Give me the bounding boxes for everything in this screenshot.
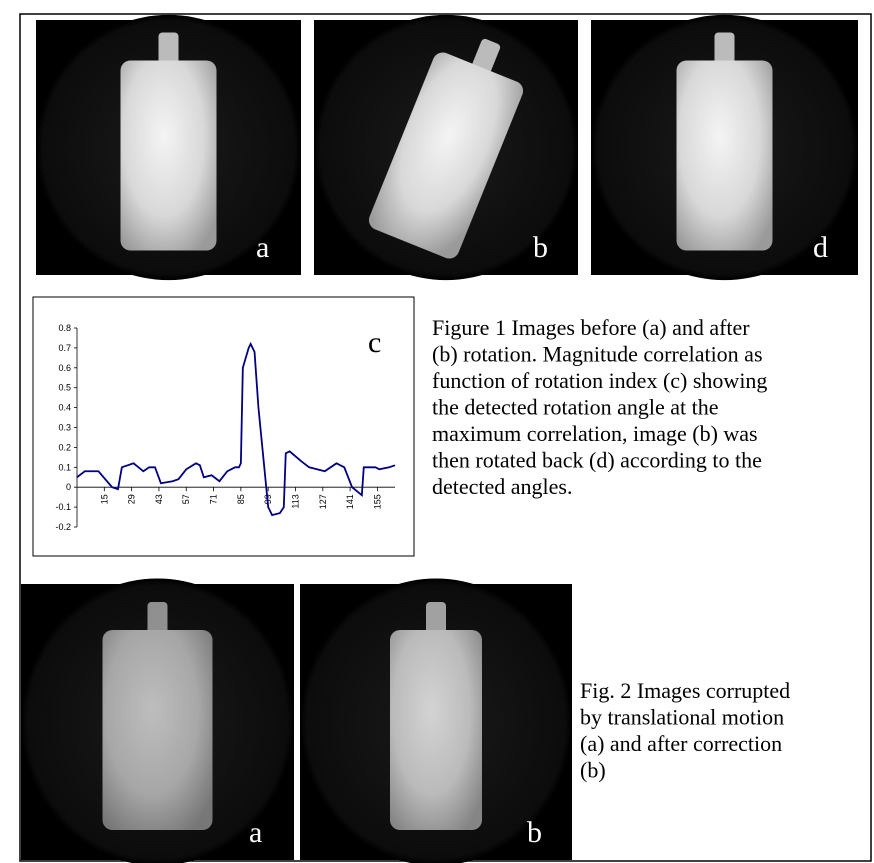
panel-label: a bbox=[256, 231, 269, 264]
x-tick-label: 113 bbox=[291, 494, 301, 508]
mri-image: b bbox=[314, 15, 578, 280]
bottle-neck bbox=[148, 602, 168, 634]
y-tick-label: 0.6 bbox=[58, 363, 71, 373]
bottle-body bbox=[121, 61, 217, 251]
mri-image: a bbox=[21, 578, 294, 863]
bottle bbox=[103, 602, 213, 830]
x-tick-label: 141 bbox=[345, 494, 355, 509]
bottle-body bbox=[103, 630, 213, 830]
page: a b d a b -0.2 -0.1 0 0.1 0.2 0.3 0.4 0.5 0.6 0.7 0.8 1… bbox=[0, 0, 874, 863]
caption-line: then rotated back (d) according to the bbox=[432, 448, 762, 473]
x-tick-label: 57 bbox=[181, 494, 191, 504]
y-tick-label: 0.1 bbox=[58, 462, 71, 472]
panel-label: d bbox=[813, 231, 828, 264]
bottle-neck bbox=[159, 33, 179, 65]
panel-label: a bbox=[249, 816, 262, 849]
y-tick-label: 0 bbox=[66, 482, 71, 492]
caption-line: (b) rotation. Magnitude correlation as bbox=[432, 342, 763, 367]
caption-line: detected angles. bbox=[432, 474, 573, 499]
mri-image: b bbox=[300, 578, 572, 863]
x-tick-label: 29 bbox=[127, 494, 137, 504]
caption-line: by translational motion bbox=[580, 705, 784, 730]
bottle bbox=[121, 33, 217, 251]
panel-label: b bbox=[527, 816, 542, 849]
x-tick-label: 71 bbox=[209, 494, 219, 504]
y-tick-label: -0.1 bbox=[55, 502, 71, 512]
x-tick-label: 15 bbox=[99, 494, 109, 504]
caption-line: function of rotation index (c) showing bbox=[432, 368, 767, 393]
bottle-body bbox=[677, 61, 773, 251]
chart-frame bbox=[33, 297, 414, 556]
mri-image: a bbox=[36, 15, 301, 280]
x-tick-label: 85 bbox=[236, 494, 246, 504]
y-tick-label: 0.5 bbox=[58, 383, 71, 393]
mri-image: d bbox=[591, 15, 858, 280]
caption-line: Figure 1 Images before (a) and after bbox=[432, 315, 750, 340]
x-tick-label: 127 bbox=[318, 494, 328, 509]
bottle-body bbox=[390, 630, 482, 830]
y-tick-label: 0.7 bbox=[58, 343, 71, 353]
bottle-neck bbox=[715, 33, 735, 65]
x-tick-label: 43 bbox=[154, 494, 164, 504]
y-tick-label: -0.2 bbox=[55, 522, 71, 532]
y-tick-label: 0.2 bbox=[58, 442, 71, 452]
caption-line: (b) bbox=[580, 758, 606, 783]
caption-line: maximum correlation, image (b) was bbox=[432, 421, 758, 446]
bottle bbox=[390, 602, 482, 830]
bottle-neck bbox=[426, 602, 446, 634]
caption-line: the detected rotation angle at the bbox=[432, 395, 718, 420]
bottle bbox=[677, 33, 773, 251]
panel-label: b bbox=[533, 231, 548, 264]
y-tick-label: 0.8 bbox=[58, 323, 71, 333]
y-tick-label: 0.4 bbox=[58, 403, 71, 413]
caption-line: (a) and after correction bbox=[580, 731, 782, 756]
caption-line: Fig. 2 Images corrupted bbox=[580, 678, 790, 703]
y-tick-label: 0.3 bbox=[58, 423, 71, 433]
chart-label: c bbox=[368, 326, 381, 359]
x-tick-label: 155 bbox=[372, 494, 382, 509]
